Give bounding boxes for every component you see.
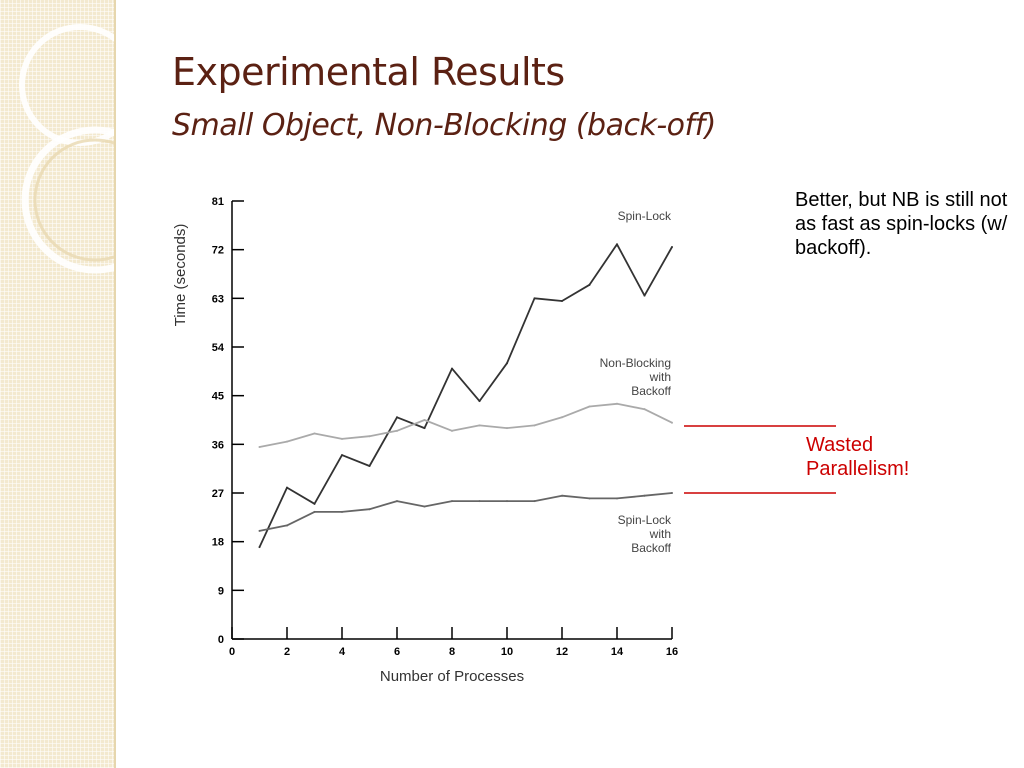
x-tick-label-10: 10: [501, 646, 513, 658]
y-tick-label-81: 81: [212, 196, 224, 208]
chart-series: [258, 243, 673, 549]
x-tick-label-8: 8: [449, 646, 455, 658]
series-2-point-4: [368, 508, 371, 511]
series-0-point-5: [396, 416, 398, 419]
y-tick-label-27: 27: [212, 488, 224, 500]
series-2-point-0: [258, 529, 261, 532]
series-0-point-14: [643, 294, 646, 297]
series-0-point-0: [258, 546, 261, 549]
series-line-1: [259, 402, 673, 448]
wasted-parallelism-bracket: [684, 425, 836, 494]
series-2-point-3: [341, 510, 343, 513]
series-0-point-12: [588, 283, 591, 286]
series-2-point-13: [616, 497, 618, 500]
series-line-0: [258, 243, 673, 548]
series-line-2: [259, 492, 673, 532]
series-1-point-15: [671, 421, 673, 424]
series-2-point-5: [396, 500, 398, 503]
series-1-point-0: [258, 446, 261, 449]
series-1-point-10: [533, 424, 536, 427]
series-0-point-11: [561, 300, 563, 303]
series-0-point-13: [616, 243, 618, 246]
series-1-point-7: [451, 429, 453, 432]
x-tick-label-12: 12: [556, 646, 568, 658]
series-0-point-10: [533, 297, 536, 300]
y-tick-label-54: 54: [212, 342, 225, 354]
series-0-point-4: [368, 464, 371, 467]
comparison-note: Better, but NB is still not as fast as s…: [795, 189, 1008, 259]
x-tick-label-14: 14: [611, 646, 624, 658]
series-2-point-9: [506, 500, 508, 503]
annotation-line-2: Parallelism!: [806, 458, 910, 480]
series-label-2-line-2: Backoff: [631, 541, 671, 555]
series-2-point-7: [451, 500, 453, 503]
series-0-point-8: [478, 400, 481, 403]
series-label-1-line-1: with: [649, 370, 671, 384]
series-2-point-10: [533, 500, 536, 503]
series-2-point-11: [561, 494, 563, 497]
series-1-point-8: [478, 424, 481, 427]
series-1-point-1: [286, 440, 288, 443]
series-2-point-12: [588, 497, 591, 500]
y-tick-label-36: 36: [212, 439, 224, 451]
y-tick-label-72: 72: [212, 245, 224, 257]
series-0-point-6: [423, 427, 426, 430]
y-tick-label-0: 0: [218, 634, 224, 646]
x-tick-label-16: 16: [666, 646, 678, 658]
x-axis-title: Number of Processes: [380, 668, 524, 685]
series-1-point-4: [368, 435, 371, 438]
series-label-1: Non-Blocking with Backoff: [600, 356, 672, 398]
y-tick-label-18: 18: [212, 537, 224, 549]
series-0-point-3: [341, 454, 343, 457]
y-tick-label-45: 45: [212, 391, 224, 403]
series-1-point-5: [396, 429, 398, 432]
wasted-parallelism-label: Wasted Parallelism!: [806, 433, 909, 481]
series-1-point-9: [506, 427, 508, 430]
x-tick-label-2: 2: [284, 646, 290, 658]
series-0-point-7: [451, 367, 453, 370]
series-1-point-2: [313, 432, 316, 435]
x-tick-label-4: 4: [339, 646, 346, 658]
series-2-point-2: [313, 510, 316, 513]
y-axis-title: Time (seconds): [172, 224, 189, 327]
series-1-point-14: [643, 408, 646, 411]
series-2-point-8: [478, 500, 481, 503]
series-label-2: Spin-Lock with Backoff: [618, 513, 672, 555]
series-1-point-13: [616, 402, 618, 405]
series-label-2-line-1: with: [649, 527, 671, 541]
chart-axes: [231, 201, 672, 640]
y-tick-label-9: 9: [218, 585, 224, 597]
x-tick-label-6: 6: [394, 646, 400, 658]
series-label-1-line-2: Backoff: [631, 384, 671, 398]
series-2-point-14: [643, 494, 646, 497]
series-2-point-6: [423, 505, 426, 508]
annotation-line-1: Wasted: [806, 434, 874, 456]
series-0-point-2: [313, 502, 316, 505]
series-0-point-9: [506, 362, 508, 365]
series-2-point-1: [286, 524, 288, 527]
series-label-2-line-0: Spin-Lock: [618, 513, 672, 527]
x-tick-label-0: 0: [229, 646, 235, 658]
series-1-point-12: [588, 405, 591, 408]
decorative-circles: [19, 24, 114, 274]
decorative-sidebar: [0, 0, 116, 768]
series-1-point-6: [423, 419, 426, 421]
series-label-0: Spin-Lock: [618, 209, 672, 223]
slide-title: Experimental Results: [172, 50, 565, 94]
y-tick-label-63: 63: [212, 293, 224, 305]
series-label-1-line-0: Non-Blocking: [600, 356, 671, 370]
series-2-point-15: [671, 492, 673, 494]
slide-subtitle: Small Object, Non-Blocking (back-off): [172, 108, 716, 143]
series-0-point-1: [286, 486, 288, 489]
series-0-point-15: [671, 245, 673, 248]
series-label-0-line-0: Spin-Lock: [618, 209, 672, 223]
series-1-point-3: [341, 437, 343, 440]
series-1-point-11: [561, 416, 563, 419]
